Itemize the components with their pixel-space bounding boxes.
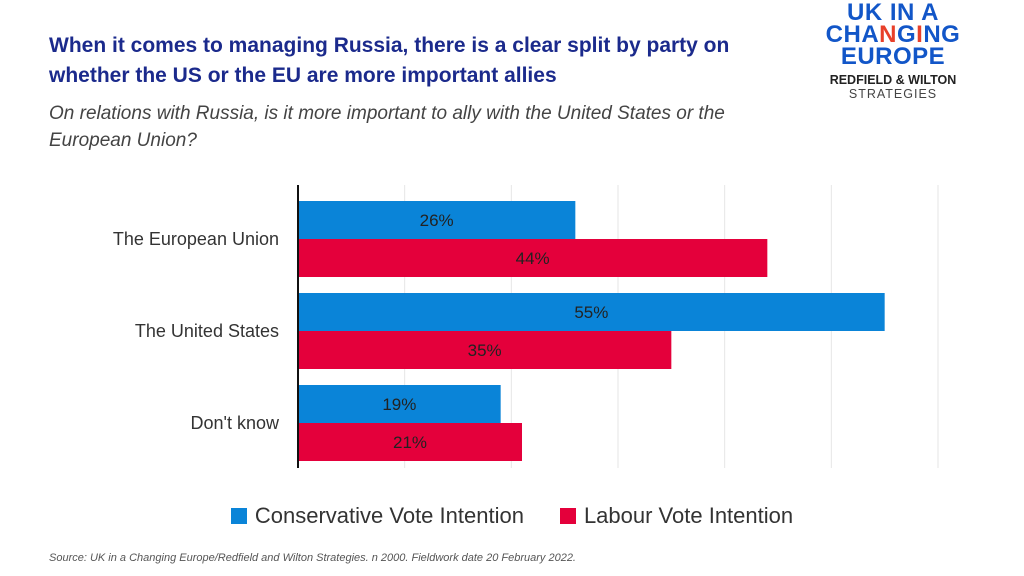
chart-subtitle: On relations with Russia, is it more imp…	[49, 103, 725, 151]
logo-line-3: EUROPE	[840, 43, 946, 70]
data-label: 35%	[468, 341, 502, 360]
bar-labour	[298, 423, 522, 461]
data-label: 55%	[574, 303, 608, 322]
legend-swatch-labour	[559, 508, 576, 524]
logo-line-2: CHANGING	[825, 21, 961, 48]
logo-line-5: STRATEGIES	[848, 87, 938, 101]
bar-labour	[298, 331, 672, 369]
bar-conservative	[298, 201, 576, 239]
data-label: 26%	[420, 211, 454, 230]
category-label: The United States	[135, 321, 279, 341]
legend-label-conservative: Conservative Vote Intention	[254, 503, 524, 528]
legend-swatch-conservative	[230, 508, 247, 524]
legend-item-conservative: Conservative Vote Intention	[230, 503, 524, 529]
bar-conservative	[298, 293, 885, 331]
data-label: 44%	[516, 249, 550, 268]
data-label: 21%	[393, 433, 427, 452]
legend: Conservative Vote Intention Labour Vote …	[0, 503, 1024, 529]
logo: UK IN A CHANGING EUROPE REDFIELD & WILTO…	[818, 0, 968, 102]
chart-title: When it comes to managing Russia, there …	[49, 34, 730, 87]
bar-labour	[298, 239, 768, 277]
legend-label-labour: Labour Vote Intention	[583, 503, 794, 528]
data-label: 19%	[382, 395, 416, 414]
legend-item-labour: Labour Vote Intention	[559, 503, 794, 529]
source-note: Source: UK in a Changing Europe/Redfield…	[49, 552, 576, 564]
category-label: Don't know	[191, 413, 280, 433]
category-label: The European Union	[113, 229, 279, 249]
logo-line-4: REDFIELD & WILTON	[829, 73, 957, 87]
bar-conservative	[298, 385, 501, 423]
logo-line-1: UK IN A	[847, 0, 939, 26]
